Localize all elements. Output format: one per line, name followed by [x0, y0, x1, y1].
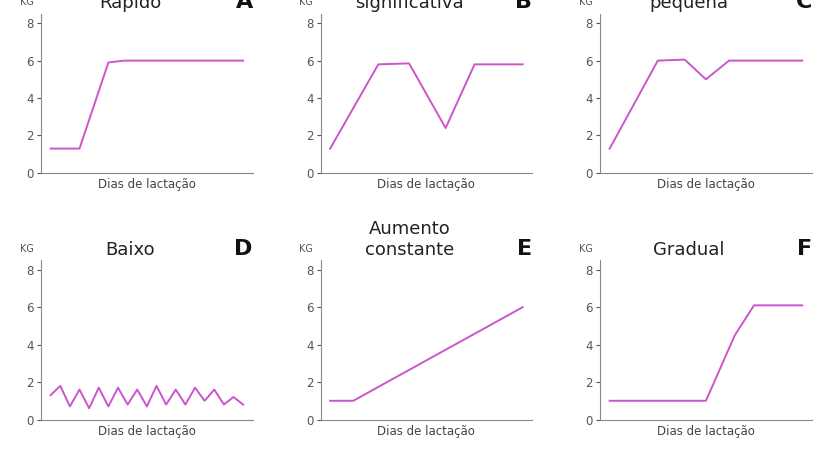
X-axis label: Dias de lactação: Dias de lactação [377, 178, 475, 191]
Text: F: F [796, 239, 811, 259]
X-axis label: Dias de lactação: Dias de lactação [97, 425, 196, 438]
Text: C: C [794, 0, 811, 12]
Text: Aumento
constante: Aumento constante [364, 220, 454, 259]
Text: Redução
pequena: Redução pequena [649, 0, 727, 12]
Text: Gradual: Gradual [653, 241, 724, 259]
Text: Diminuição
significativa: Diminuição significativa [355, 0, 464, 12]
X-axis label: Dias de lactação: Dias de lactação [656, 178, 754, 191]
Text: KG: KG [578, 0, 592, 7]
Text: KG: KG [299, 0, 313, 7]
X-axis label: Dias de lactação: Dias de lactação [656, 425, 754, 438]
Text: KG: KG [578, 244, 592, 254]
X-axis label: Dias de lactação: Dias de lactação [377, 425, 475, 438]
Text: A: A [235, 0, 252, 12]
Text: KG: KG [20, 0, 34, 7]
Text: KG: KG [20, 244, 34, 254]
Text: Baixo: Baixo [105, 241, 155, 259]
Text: E: E [517, 239, 532, 259]
Text: Rápido: Rápido [99, 0, 161, 12]
Text: KG: KG [299, 244, 313, 254]
X-axis label: Dias de lactação: Dias de lactação [97, 178, 196, 191]
Text: D: D [234, 239, 252, 259]
Text: B: B [514, 0, 532, 12]
